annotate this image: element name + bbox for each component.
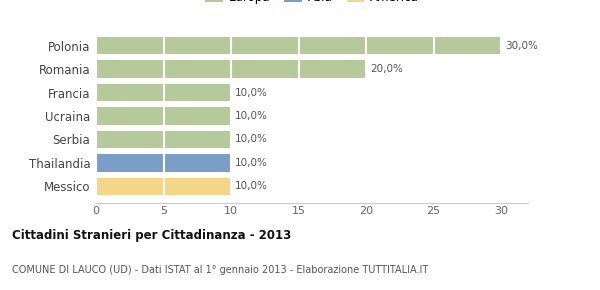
Text: 20,0%: 20,0%	[370, 64, 403, 74]
Legend: Europa, Asia, America: Europa, Asia, America	[200, 0, 424, 9]
Bar	[96, 84, 231, 101]
Text: 10,0%: 10,0%	[235, 158, 268, 168]
Text: 10,0%: 10,0%	[235, 88, 268, 97]
Text: 30,0%: 30,0%	[505, 41, 538, 51]
Bar	[96, 154, 231, 172]
Bar	[96, 60, 366, 78]
Bar	[96, 131, 231, 148]
Bar	[96, 107, 231, 125]
Text: Cittadini Stranieri per Cittadinanza - 2013: Cittadini Stranieri per Cittadinanza - 2…	[12, 229, 291, 242]
Text: 10,0%: 10,0%	[235, 111, 268, 121]
Bar	[96, 37, 501, 55]
Text: 10,0%: 10,0%	[235, 135, 268, 144]
Bar	[96, 177, 231, 195]
Text: COMUNE DI LAUCO (UD) - Dati ISTAT al 1° gennaio 2013 - Elaborazione TUTTITALIA.I: COMUNE DI LAUCO (UD) - Dati ISTAT al 1° …	[12, 264, 428, 275]
Text: 10,0%: 10,0%	[235, 181, 268, 191]
